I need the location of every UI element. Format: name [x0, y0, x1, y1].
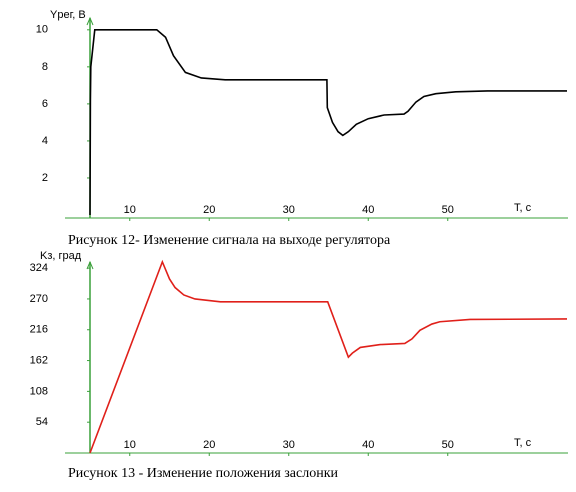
- y-tick-label: 6: [42, 98, 48, 110]
- x-tick-label: 20: [203, 439, 215, 451]
- caption: Рисунок 13 - Изменение положения заслонк…: [68, 466, 338, 481]
- x-tick-label: 40: [362, 204, 374, 216]
- y-tick-label: 8: [42, 61, 48, 73]
- x-tick-label: 30: [283, 204, 295, 216]
- x-tick-label: 10: [124, 204, 136, 216]
- x-tick-label: 50: [442, 204, 454, 216]
- x-tick-label: 10: [124, 439, 136, 451]
- y-tick-label: 108: [30, 385, 48, 397]
- y-tick-label: 10: [36, 24, 48, 36]
- x-tick-label: 40: [362, 439, 374, 451]
- y-tick-label: 216: [30, 324, 48, 336]
- y-axis-label: Kз, град: [40, 250, 82, 262]
- x-axis-label: T, с: [514, 202, 532, 214]
- y-tick-label: 2: [42, 172, 48, 184]
- data-line: [89, 259, 568, 454]
- data-line: [89, 29, 567, 216]
- y-tick-label: 4: [42, 135, 48, 147]
- y-axis-arrow: [86, 16, 94, 26]
- x-tick-label: 30: [283, 439, 295, 451]
- y-axis-label: Yрег, В: [50, 9, 86, 21]
- x-axis-label: T, с: [514, 437, 532, 449]
- x-tick-label: 50: [442, 439, 454, 451]
- y-tick-label: 324: [30, 262, 48, 274]
- y-axis-arrow: [86, 260, 94, 270]
- y-tick-label: 54: [36, 416, 48, 428]
- x-tick-label: 20: [203, 204, 215, 216]
- y-tick-label: 162: [30, 354, 48, 366]
- caption: Рисунок 12- Изменение сигнала на выходе …: [68, 233, 391, 248]
- y-tick-label: 270: [30, 293, 48, 305]
